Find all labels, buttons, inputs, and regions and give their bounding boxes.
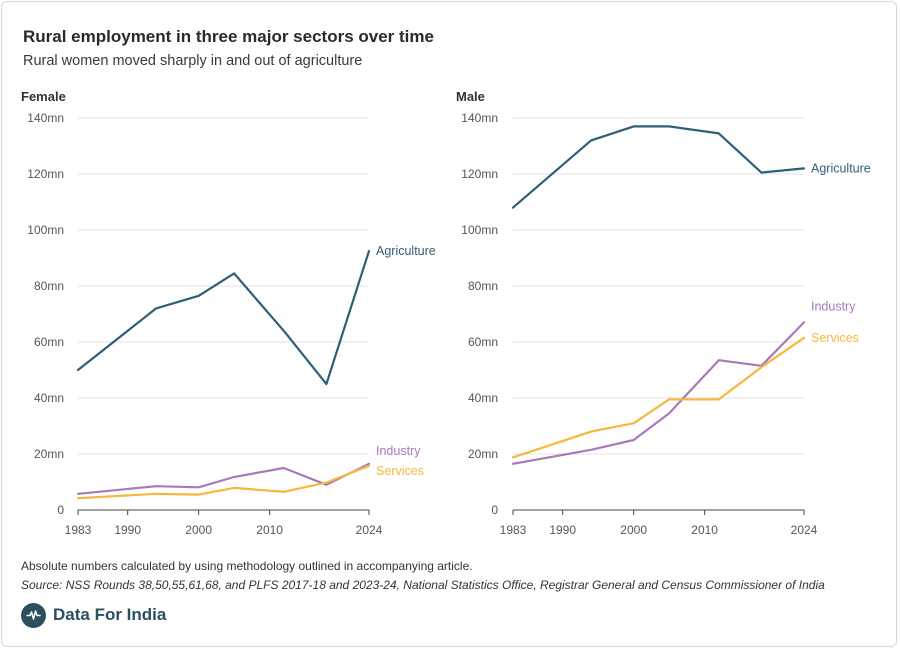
data-for-india-logo-icon [21, 602, 46, 628]
female-x-tick-label: 1983 [65, 523, 92, 537]
male-y-tick-label: 40mn [468, 391, 498, 405]
male-agriculture-line [511, 125, 806, 209]
source-note: Source: NSS Rounds 38,50,55,61,68, and P… [21, 578, 825, 592]
male-y-tick-label: 80mn [468, 279, 498, 293]
male-y-tick-label: 60mn [468, 335, 498, 349]
female-x-tick-label: 2000 [185, 523, 212, 537]
male-x-tick-label: 1983 [500, 523, 527, 537]
female-y-tick-label: 60mn [34, 335, 64, 349]
brand-name: Data For India [53, 605, 167, 624]
female-panel-title: Female [21, 89, 66, 104]
male-panel: Male 0 20mn 40mn 60mn 80mn 100mn 120mn 140mn 1983… [456, 89, 871, 537]
female-x-tick-label: 2010 [256, 523, 283, 537]
female-y-tick-label: 0 [57, 503, 64, 517]
footnote: Absolute numbers calculated by using met… [21, 559, 473, 573]
male-x-tick-label: 1990 [549, 523, 576, 537]
female-x-tick-label: 1990 [114, 523, 141, 537]
male-y-tick-label: 100mn [461, 223, 498, 237]
male-services-label: Services [811, 331, 859, 345]
female-industry-line [76, 462, 371, 495]
female-y-tick-label: 120mn [27, 167, 64, 181]
female-services-label: Services [376, 464, 424, 478]
female-y-tick-label: 40mn [34, 391, 64, 405]
female-agriculture-line [76, 249, 371, 386]
female-y-tick-label: 100mn [27, 223, 64, 237]
male-agriculture-label: Agriculture [811, 161, 871, 175]
male-industry-label: Industry [811, 299, 856, 313]
female-y-tick-label: 80mn [34, 279, 64, 293]
male-y-tick-label: 0 [491, 503, 498, 517]
chart-title: Rural employment in three major sectors … [23, 27, 434, 46]
female-x-tick-label: 2024 [356, 523, 383, 537]
male-y-tick-label: 20mn [468, 447, 498, 461]
female-industry-label: Industry [376, 444, 421, 458]
male-y-tick-label: 120mn [461, 167, 498, 181]
male-industry-line [511, 321, 806, 465]
male-x-tick-label: 2010 [691, 523, 718, 537]
female-y-tick-label: 20mn [34, 447, 64, 461]
female-services-line [76, 464, 371, 500]
male-services-line [511, 336, 806, 459]
male-panel-title: Male [456, 89, 485, 104]
female-panel: Female 0 20mn 40mn 60mn 80mn 100mn 120mn 140mn 19… [21, 89, 436, 537]
female-y-tick-label: 140mn [27, 111, 64, 125]
male-x-tick-label: 2024 [791, 523, 818, 537]
chart-subtitle: Rural women moved sharply in and out of … [23, 53, 363, 69]
female-agriculture-label: Agriculture [376, 244, 436, 258]
male-y-tick-label: 140mn [461, 111, 498, 125]
male-x-tick-label: 2000 [620, 523, 647, 537]
brand: Data For India [21, 602, 166, 628]
